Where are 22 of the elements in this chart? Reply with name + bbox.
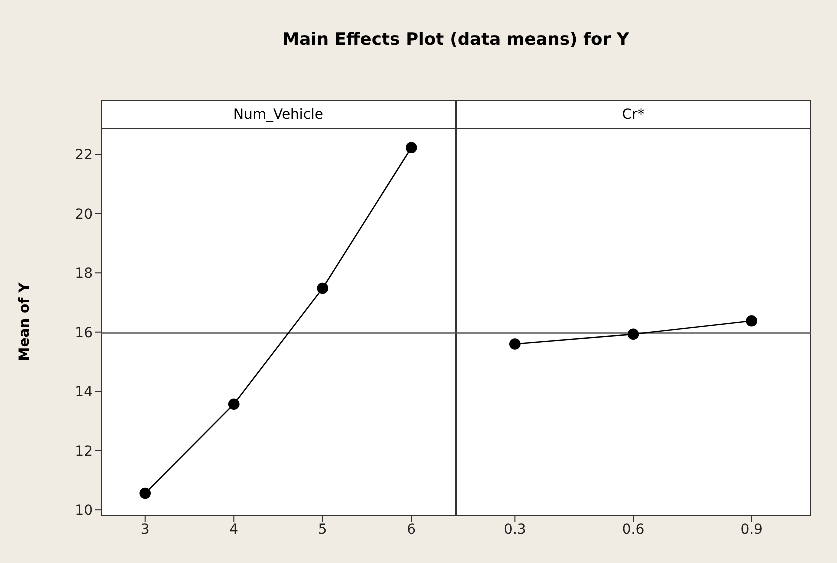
y-tick-label: 14: [75, 384, 94, 401]
x-tick-label: 0.3: [504, 522, 526, 538]
y-tick-label: 20: [75, 206, 93, 223]
x-tick-label: 4: [230, 522, 239, 538]
chart-subtitle: Num_Vehicle: [101, 100, 456, 128]
y-axis-title: Mean of Y: [17, 282, 33, 362]
point: [228, 398, 240, 410]
chart-title: Main Effects Plot (data means) for Y: [282, 30, 630, 50]
x-tick-label: 0.6: [622, 522, 645, 538]
x-tick-label: 5: [318, 522, 328, 538]
y-tick-label: 16: [75, 325, 94, 342]
point: [140, 488, 152, 500]
y-tick-label: 10: [75, 503, 93, 520]
x-tick-label: 3: [140, 522, 150, 538]
y-tick-label: 22: [75, 148, 93, 164]
x-tick-label: 6: [407, 522, 416, 538]
point: [406, 142, 418, 154]
y-tick-label: 12: [75, 444, 93, 460]
point: [317, 282, 329, 294]
x-tick-label: 0.9: [740, 522, 763, 538]
chart-subtitle: Cr*: [456, 100, 811, 128]
y-tick-label: 18: [75, 266, 93, 282]
